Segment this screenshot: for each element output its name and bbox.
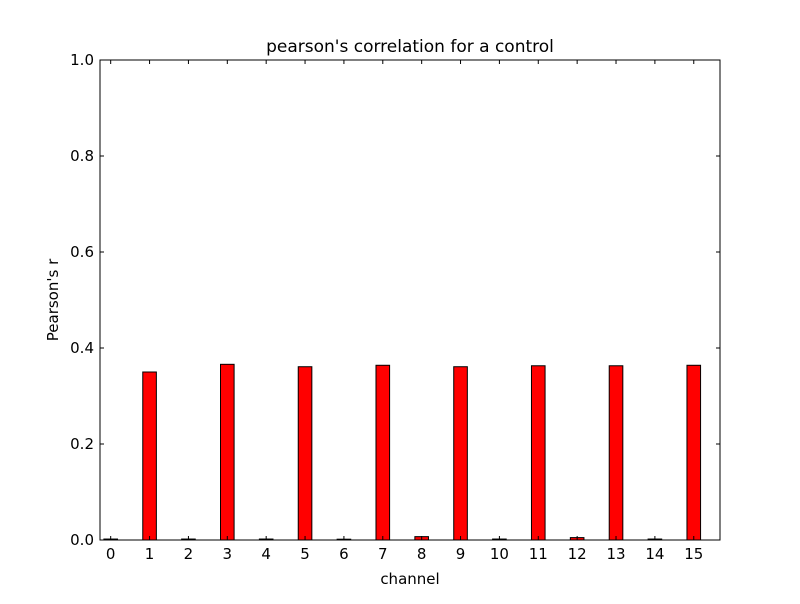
x-tick-label: 0 [106,545,116,563]
x-tick-label: 7 [378,545,388,563]
x-tick-label: 15 [684,545,703,563]
bar-channel-9 [453,366,468,541]
x-tick-label: 11 [529,545,548,563]
x-tick-label: 8 [417,545,427,563]
x-tick-label: 13 [606,545,625,563]
x-tick-label: 14 [645,545,664,563]
x-tick-label: 4 [261,545,271,563]
x-tick-label: 3 [223,545,233,563]
bars-group [103,363,702,541]
x-tick-label: 2 [184,545,194,563]
bar-channel-11 [530,365,546,541]
y-tick-label: 0.4 [70,339,94,357]
ticks-group: 0 1 2 3 4 5 6 7 8 9 10 11 12 13 14 150.00.20.40.60.81.0 [70,51,720,563]
x-tick-label: 6 [339,545,349,563]
bar-channel-13 [608,365,624,541]
y-tick-label: 0.8 [70,147,94,165]
x-tick-label: 1 [145,545,155,563]
chart-title: pearson's correlation for a control [266,37,554,57]
bar-channel-3 [220,363,235,541]
bar-channel-5 [297,366,313,541]
bar-channel-15 [686,364,702,541]
y-tick-label: 1.0 [70,51,94,69]
y-tick-label: 0.2 [70,435,94,453]
x-tick-label: 5 [300,545,310,563]
y-axis-label: Pearson's r [44,258,62,341]
y-tick-label: 0.0 [70,531,94,549]
x-tick-label: 12 [568,545,587,563]
plot-frame [99,59,721,541]
y-tick-label: 0.6 [70,243,94,261]
bar-channel-7 [375,364,391,541]
bar-channel-1 [142,371,157,541]
x-tick-label: 9 [456,545,466,563]
x-tick-label: 10 [490,545,509,563]
x-axis-label: channel [380,570,439,588]
